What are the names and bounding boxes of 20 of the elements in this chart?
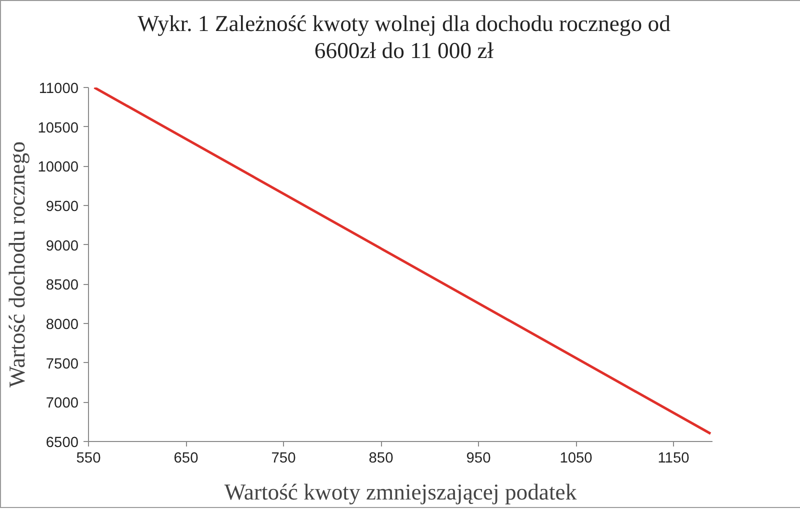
y-tick-label: 7000 [46,396,79,412]
y-tick-label: 10000 [38,160,79,176]
y-tick-label: 8000 [46,317,79,333]
x-tick-label: 1050 [560,450,592,466]
y-axis-title: Wartość dochodu rocznego [4,141,30,388]
x-axis-title: Wartość kwoty zmniejszającej podatek [224,480,578,504]
x-tick-label: 650 [174,450,198,466]
x-tick-label: 550 [76,450,101,466]
y-tick-label: 10500 [38,120,79,136]
x-tick-label: 1150 [658,450,690,466]
y-tick-label: 8500 [46,278,79,294]
y-tick-label: 9000 [46,238,79,254]
y-tick-label: 7500 [46,356,79,372]
x-tick-label: 750 [271,450,296,466]
x-tick-label: 950 [466,450,491,466]
x-tick-label: 850 [368,450,394,466]
y-tick-label: 11000 [38,81,79,97]
chart-title: Wykr. 1 Zależność kwoty wolnej dla dochodu rocznego od 6600zł do 11 000 zł [138,10,670,64]
y-tick-label: 6500 [46,435,79,451]
y-tick-label: 9500 [46,199,79,215]
